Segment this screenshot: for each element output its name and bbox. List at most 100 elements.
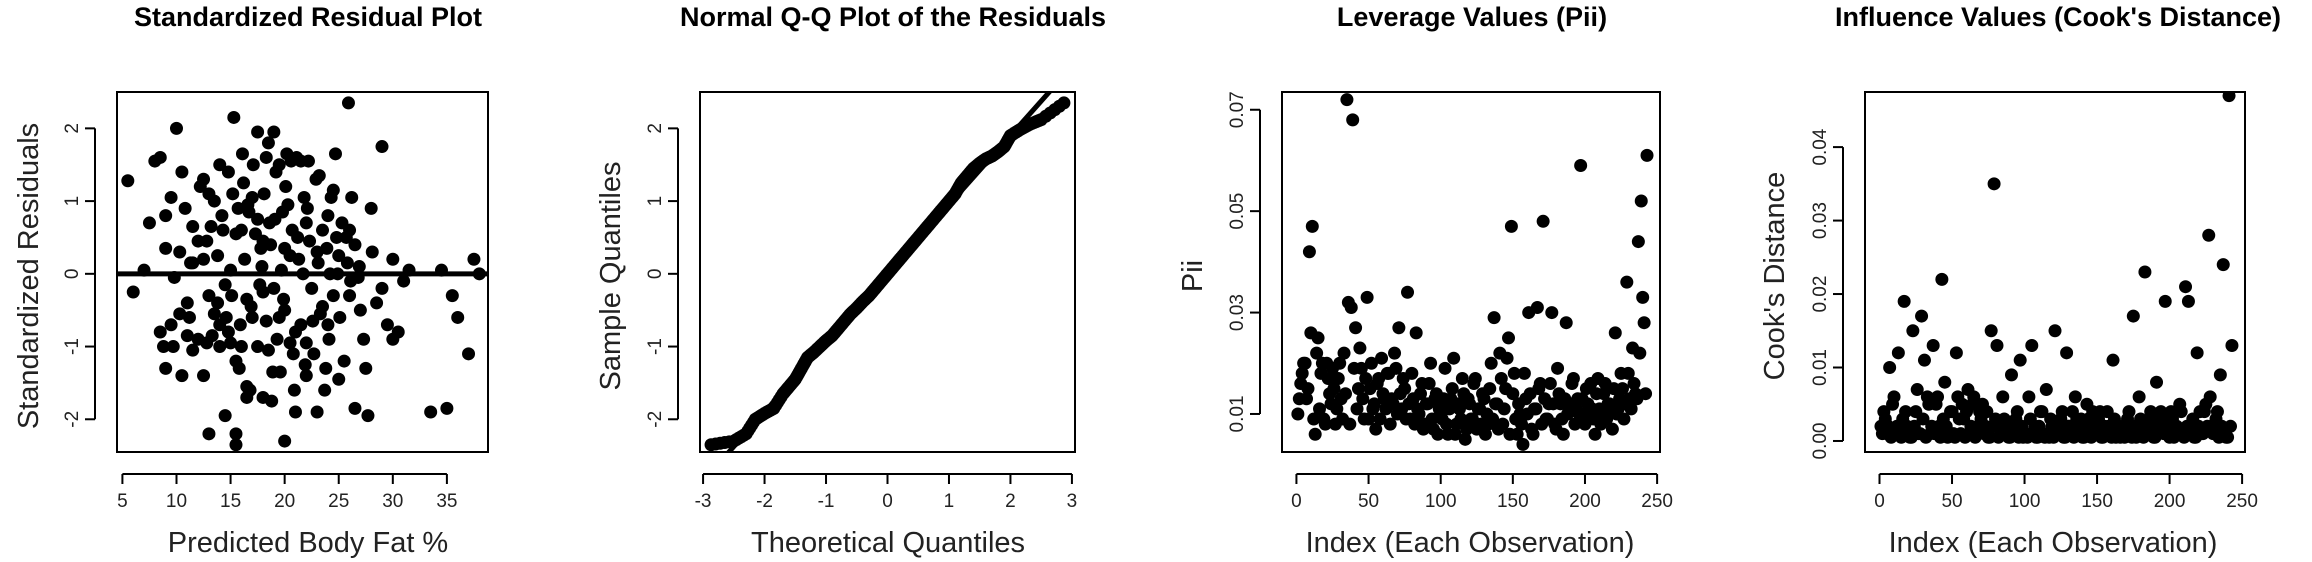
- data-point: [386, 252, 400, 266]
- data-point: [221, 165, 235, 179]
- data-point: [1915, 309, 1929, 323]
- data-point: [307, 347, 321, 361]
- data-point: [330, 230, 344, 244]
- data-point: [2203, 390, 2217, 404]
- data-point: [440, 401, 454, 415]
- data-point: [326, 289, 340, 303]
- data-point: [1382, 366, 1396, 380]
- x-tick-label: 2: [1005, 491, 1016, 512]
- data-point: [1370, 377, 1384, 391]
- data-point: [2106, 353, 2120, 367]
- data-point: [121, 174, 135, 188]
- data-point: [424, 405, 438, 419]
- data-point: [1311, 331, 1325, 345]
- x-tick-label: 200: [2154, 491, 2186, 512]
- data-point: [173, 245, 187, 259]
- data-point: [2158, 294, 2172, 308]
- data-point: [279, 180, 293, 194]
- data-point: [1298, 356, 1312, 370]
- y-tick-label: 0: [62, 269, 83, 280]
- data-point: [243, 383, 257, 397]
- data-point: [218, 409, 232, 423]
- data-point: [269, 165, 283, 179]
- data-point: [1532, 382, 1546, 396]
- data-point: [332, 372, 346, 386]
- data-point: [2048, 324, 2062, 338]
- data-point: [157, 340, 171, 354]
- data-point: [1405, 366, 1419, 380]
- data-point: [224, 263, 238, 277]
- data-point: [256, 285, 270, 299]
- data-point: [1926, 338, 1940, 352]
- data-point: [1990, 338, 2004, 352]
- data-point: [1640, 148, 1654, 162]
- panel-cooks-distance: Influence Values (Cook's Distance) Index…: [1759, 2, 2281, 559]
- data-point: [1318, 417, 1332, 431]
- data-point: [238, 252, 252, 266]
- data-point: [1409, 326, 1423, 340]
- data-point: [175, 369, 189, 383]
- data-point: [235, 147, 249, 161]
- data-point: [229, 427, 243, 441]
- data-point: [1917, 353, 1931, 367]
- data-point: [1327, 382, 1341, 396]
- data-point: [1935, 272, 1949, 286]
- data-point: [1455, 371, 1469, 385]
- data-point: [218, 278, 232, 292]
- data-point: [1305, 219, 1319, 233]
- data-point: [186, 343, 200, 357]
- data-point: [1922, 397, 1936, 411]
- data-point: [180, 296, 194, 310]
- data-point: [1367, 397, 1381, 411]
- data-point: [211, 249, 225, 263]
- data-point: [1546, 397, 1560, 411]
- y-tick-label: 0.01: [1227, 395, 1248, 432]
- data-point: [1883, 361, 1897, 375]
- data-point: [299, 336, 313, 350]
- data-point: [1949, 346, 1963, 360]
- data-point: [202, 187, 216, 201]
- x-tick-label: 30: [382, 491, 403, 512]
- data-point: [1454, 412, 1468, 426]
- data-point: [178, 201, 192, 215]
- data-point: [267, 281, 281, 295]
- data-point: [1301, 382, 1315, 396]
- data-point: [153, 325, 167, 339]
- data-point: [1615, 382, 1629, 396]
- plot-frame: [699, 91, 1076, 453]
- data-point: [1302, 245, 1316, 259]
- data-point: [1529, 402, 1543, 416]
- x-tick-label: 5: [117, 491, 128, 512]
- data-point: [215, 209, 229, 223]
- data-point: [246, 158, 260, 172]
- data-point: [328, 147, 342, 161]
- data-point: [1474, 417, 1488, 431]
- data-point: [1530, 300, 1544, 314]
- x-tick-label: 150: [1497, 491, 1529, 512]
- data-point: [312, 169, 326, 183]
- data-point: [1486, 412, 1500, 426]
- data-point: [1906, 324, 1920, 338]
- data-point: [1364, 356, 1378, 370]
- panel-standardized-residuals: Standardized Residual Plot Predicted Bod…: [13, 2, 489, 559]
- data-point: [402, 263, 416, 277]
- x-tick-label: -1: [818, 491, 835, 512]
- data-point: [1620, 275, 1634, 289]
- data-point: [1574, 159, 1588, 173]
- data-point: [167, 270, 181, 284]
- data-point: [153, 150, 167, 164]
- data-point: [1899, 405, 1913, 419]
- data-point: [164, 190, 178, 204]
- data-point: [1291, 407, 1305, 421]
- data-point: [1310, 346, 1324, 360]
- data-point: [1610, 407, 1624, 421]
- data-point: [175, 165, 189, 179]
- data-point: [180, 329, 194, 343]
- plot-frame: [1281, 91, 1661, 453]
- data-point: [1502, 331, 1516, 345]
- data-point: [1605, 422, 1619, 436]
- data-point: [1500, 351, 1514, 365]
- y-tick-label: 0: [645, 269, 666, 280]
- data-point: [1307, 412, 1321, 426]
- data-point: [229, 227, 243, 241]
